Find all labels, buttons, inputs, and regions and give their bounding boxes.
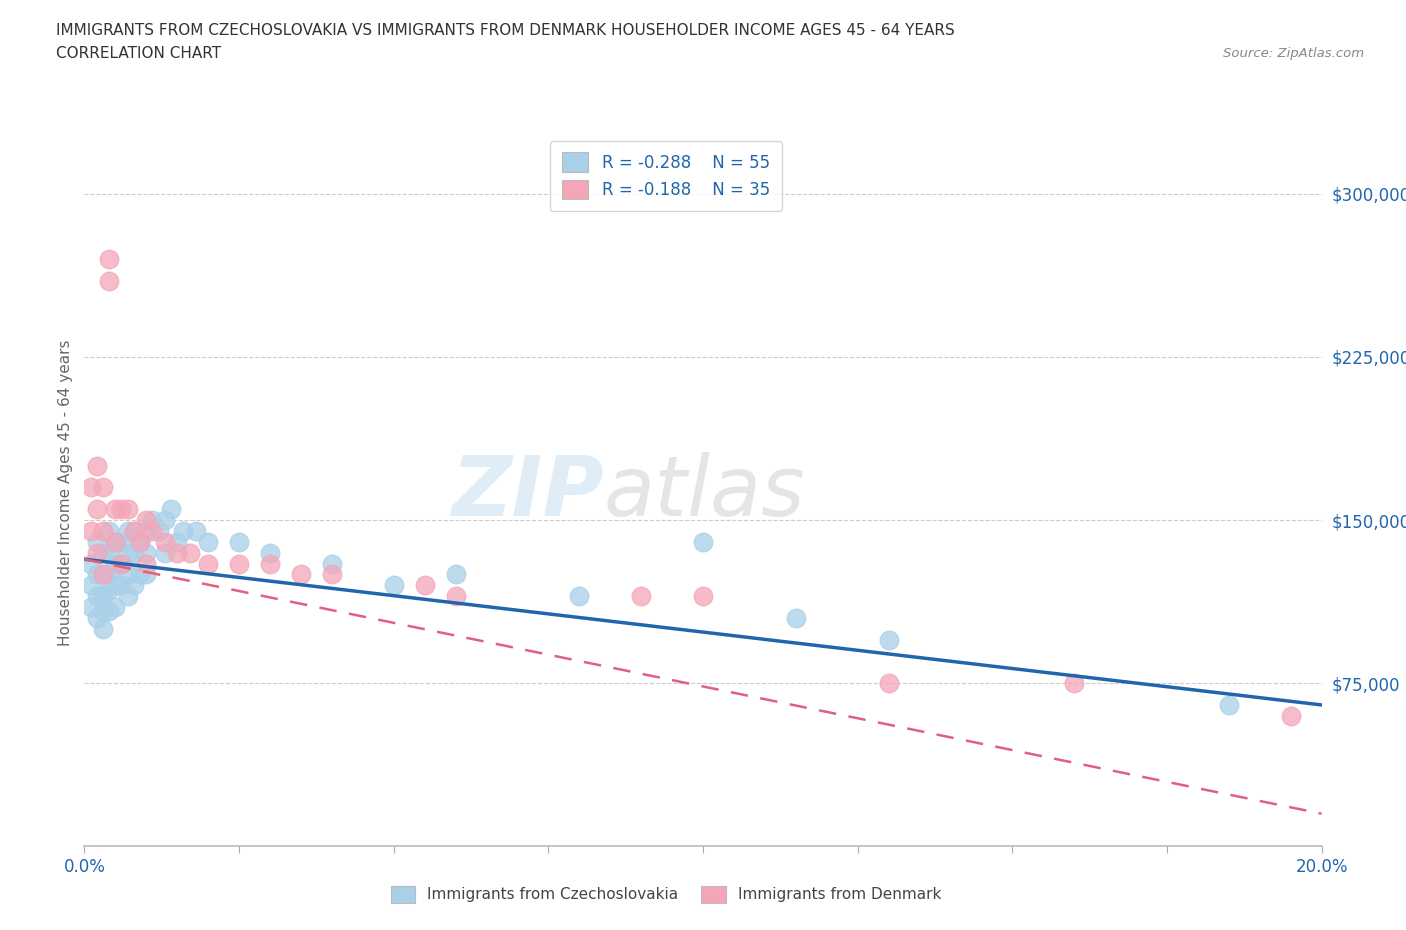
Point (259, 545, 281, 560)
Point (1063, 676, 1085, 691)
Point (122, 524, 145, 538)
Point (166, 545, 188, 560)
Point (79, 578, 101, 592)
Point (197, 535, 219, 550)
Point (104, 578, 127, 592)
Point (104, 600, 127, 615)
Point (91, 567, 114, 582)
Point (166, 535, 188, 550)
Point (98, 567, 121, 582)
Point (135, 512, 157, 527)
Point (321, 567, 343, 582)
Point (877, 632, 900, 647)
Point (160, 502, 183, 517)
Point (153, 512, 176, 527)
Text: ZIP: ZIP (451, 452, 605, 534)
Point (877, 676, 900, 691)
Point (98, 545, 121, 560)
Point (104, 535, 127, 550)
Point (98, 273, 121, 288)
Point (129, 535, 152, 550)
Legend: Immigrants from Czechoslovakia, Immigrants from Denmark: Immigrants from Czechoslovakia, Immigran… (384, 880, 948, 910)
Point (135, 567, 157, 582)
Point (117, 524, 139, 538)
Point (117, 567, 139, 582)
Point (91, 524, 114, 538)
Point (117, 589, 139, 604)
Point (86, 502, 108, 517)
Point (79, 480, 101, 495)
Text: atlas: atlas (605, 452, 806, 534)
Point (91, 621, 114, 636)
Point (1279, 709, 1302, 724)
Point (444, 589, 467, 604)
Point (98, 604, 121, 618)
Point (568, 589, 591, 604)
Point (91, 589, 114, 604)
Text: CORRELATION CHART: CORRELATION CHART (56, 46, 221, 61)
Point (135, 524, 157, 538)
Point (104, 502, 127, 517)
Point (91, 480, 114, 495)
Point (110, 556, 132, 571)
Point (86, 589, 108, 604)
Point (91, 545, 114, 560)
Text: Source: ZipAtlas.com: Source: ZipAtlas.com (1223, 46, 1364, 60)
Point (141, 512, 163, 527)
Point (141, 524, 163, 538)
Point (197, 556, 219, 571)
Text: IMMIGRANTS FROM CZECHOSLOVAKIA VS IMMIGRANTS FROM DENMARK HOUSEHOLDER INCOME AGE: IMMIGRANTS FROM CZECHOSLOVAKIA VS IMMIGR… (56, 23, 955, 38)
Point (104, 556, 127, 571)
Point (135, 545, 157, 560)
Point (228, 535, 250, 550)
Point (228, 556, 250, 571)
Y-axis label: Householder Income Ages 45 - 64 years: Householder Income Ages 45 - 64 years (58, 339, 73, 646)
Point (117, 545, 139, 560)
Point (98, 252, 121, 267)
Point (148, 524, 170, 538)
Point (110, 535, 132, 550)
Point (692, 589, 714, 604)
Point (692, 535, 714, 550)
Point (153, 545, 176, 560)
Point (382, 578, 405, 592)
Point (1218, 698, 1240, 712)
Point (86, 567, 108, 582)
Point (129, 567, 152, 582)
Point (86, 545, 108, 560)
Point (110, 502, 132, 517)
Point (86, 458, 108, 473)
Point (86, 610, 108, 625)
Point (122, 545, 145, 560)
Point (79, 556, 101, 571)
Point (290, 567, 312, 582)
Point (79, 524, 101, 538)
Point (98, 582, 121, 597)
Point (444, 567, 467, 582)
Point (91, 604, 114, 618)
Point (172, 524, 194, 538)
Point (86, 535, 108, 550)
Point (117, 502, 139, 517)
Point (91, 567, 114, 582)
Point (122, 578, 145, 592)
Point (110, 578, 132, 592)
Point (98, 524, 121, 538)
Point (630, 589, 652, 604)
Point (153, 535, 176, 550)
Point (785, 610, 807, 625)
Point (413, 578, 436, 592)
Point (129, 535, 152, 550)
Point (122, 524, 145, 538)
Point (184, 524, 207, 538)
Point (135, 556, 157, 571)
Point (321, 556, 343, 571)
Point (110, 556, 132, 571)
Point (79, 600, 101, 615)
Point (179, 545, 201, 560)
Point (259, 556, 281, 571)
Point (104, 535, 127, 550)
